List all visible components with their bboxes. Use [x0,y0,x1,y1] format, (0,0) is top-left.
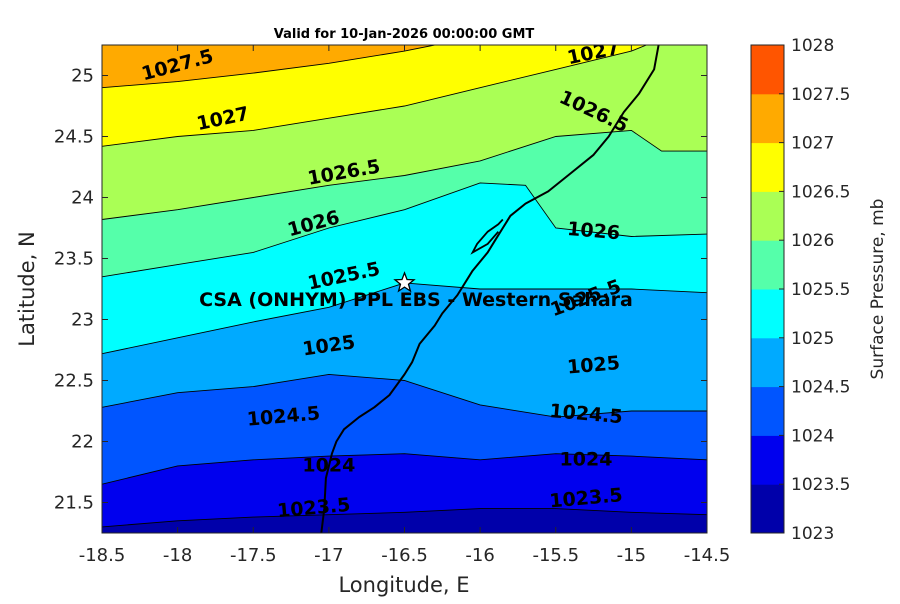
figure-title: Valid for 10-Jan-2026 00:00:00 GMT [274,27,535,42]
colorbar-swatch [751,484,784,534]
x-tick-label: -18 [163,545,192,566]
colorbar-swatch [751,142,784,192]
colorbar-tick-label: 1025.5 [791,280,850,300]
colorbar-swatch [751,93,784,144]
colorbar-swatch [751,337,784,388]
colorbar-swatch [751,240,784,290]
colorbar-tick-label: 1026 [791,231,834,251]
contour-label: 1024 [560,448,613,470]
colorbar-label: Surface Pressure, mb [868,199,888,380]
x-axis-ticks: -18.5 -18 -17.5 -17 -16.5 -16 -15.5 -15 -14.5 [79,45,731,566]
x-tick-label: -15 [617,545,646,566]
x-tick-label: -18.5 [79,545,126,566]
contour-lines [102,45,707,528]
colorbar-swatch [751,386,784,436]
colorbar-tick-label: 1023 [791,524,834,544]
site-star-icon [393,271,416,293]
coastline [320,45,660,533]
peninsula-path [470,218,504,255]
contour-line-1026.5 [102,45,647,147]
y-tick-label: 24.5 [54,127,94,148]
x-tick-label: -16.5 [381,545,428,566]
x-axis-label: Longitude, E [338,573,469,597]
contour-line-1025.5 [102,182,707,278]
colorbar: 1023 1023.5 1024 1024.5 1025 1025.5 1026 1026.5… [750,36,850,544]
y-axis-label: Latitude, N [15,231,39,347]
contour-label: 1025 [566,352,621,379]
contour-line-1027 [102,45,435,89]
contour-line-1024.5 [102,373,707,418]
colorbar-tick-label: 1024 [791,426,834,446]
x-tick-label: -16 [465,545,494,566]
contour-line-1024 [102,453,707,485]
colorbar-tick-label: 1028 [791,36,834,56]
y-tick-label: 22.5 [54,371,94,392]
y-tick-label: 21.5 [54,493,94,514]
y-tick-label: 23 [71,310,94,331]
colorbar-tick-label: 1025 [791,329,834,349]
colorbar-swatch [751,435,784,485]
band-above-1027 [102,45,435,88]
x-tick-label: -17 [314,545,343,566]
contour-label: 1024 [302,454,355,476]
site-label: CSA (ONHYM) PPL EBS - Western Sahara [199,289,633,311]
x-tick-label: -14.5 [684,545,731,566]
y-tick-label: 23.5 [54,249,94,270]
colorbar-tick-label: 1027.5 [791,85,850,105]
colorbar-swatch [751,45,784,95]
x-tick-label: -17.5 [230,545,277,566]
colorbar-swatch [751,191,784,241]
colorbar-tick-label: 1023.5 [791,475,850,495]
coastline-path [320,45,660,533]
colorbar-tick-label: 1024.5 [791,378,850,398]
contour-label: 1026 [566,218,621,245]
site-star [393,271,416,293]
contour-fills [102,45,707,533]
contour-line-1026 [102,129,707,220]
colorbar-tick-label: 1026.5 [791,182,850,202]
y-tick-label: 24 [71,188,94,209]
y-axis-ticks: 21.5 22 22.5 23 23.5 24 24.5 25 [54,66,707,514]
x-tick-label: -15.5 [532,545,579,566]
contour-line-1023.5 [102,508,707,528]
colorbar-swatch [751,289,784,339]
colorbar-tick-label: 1027 [791,134,834,154]
y-tick-label: 22 [71,432,94,453]
y-tick-label: 25 [71,66,94,87]
